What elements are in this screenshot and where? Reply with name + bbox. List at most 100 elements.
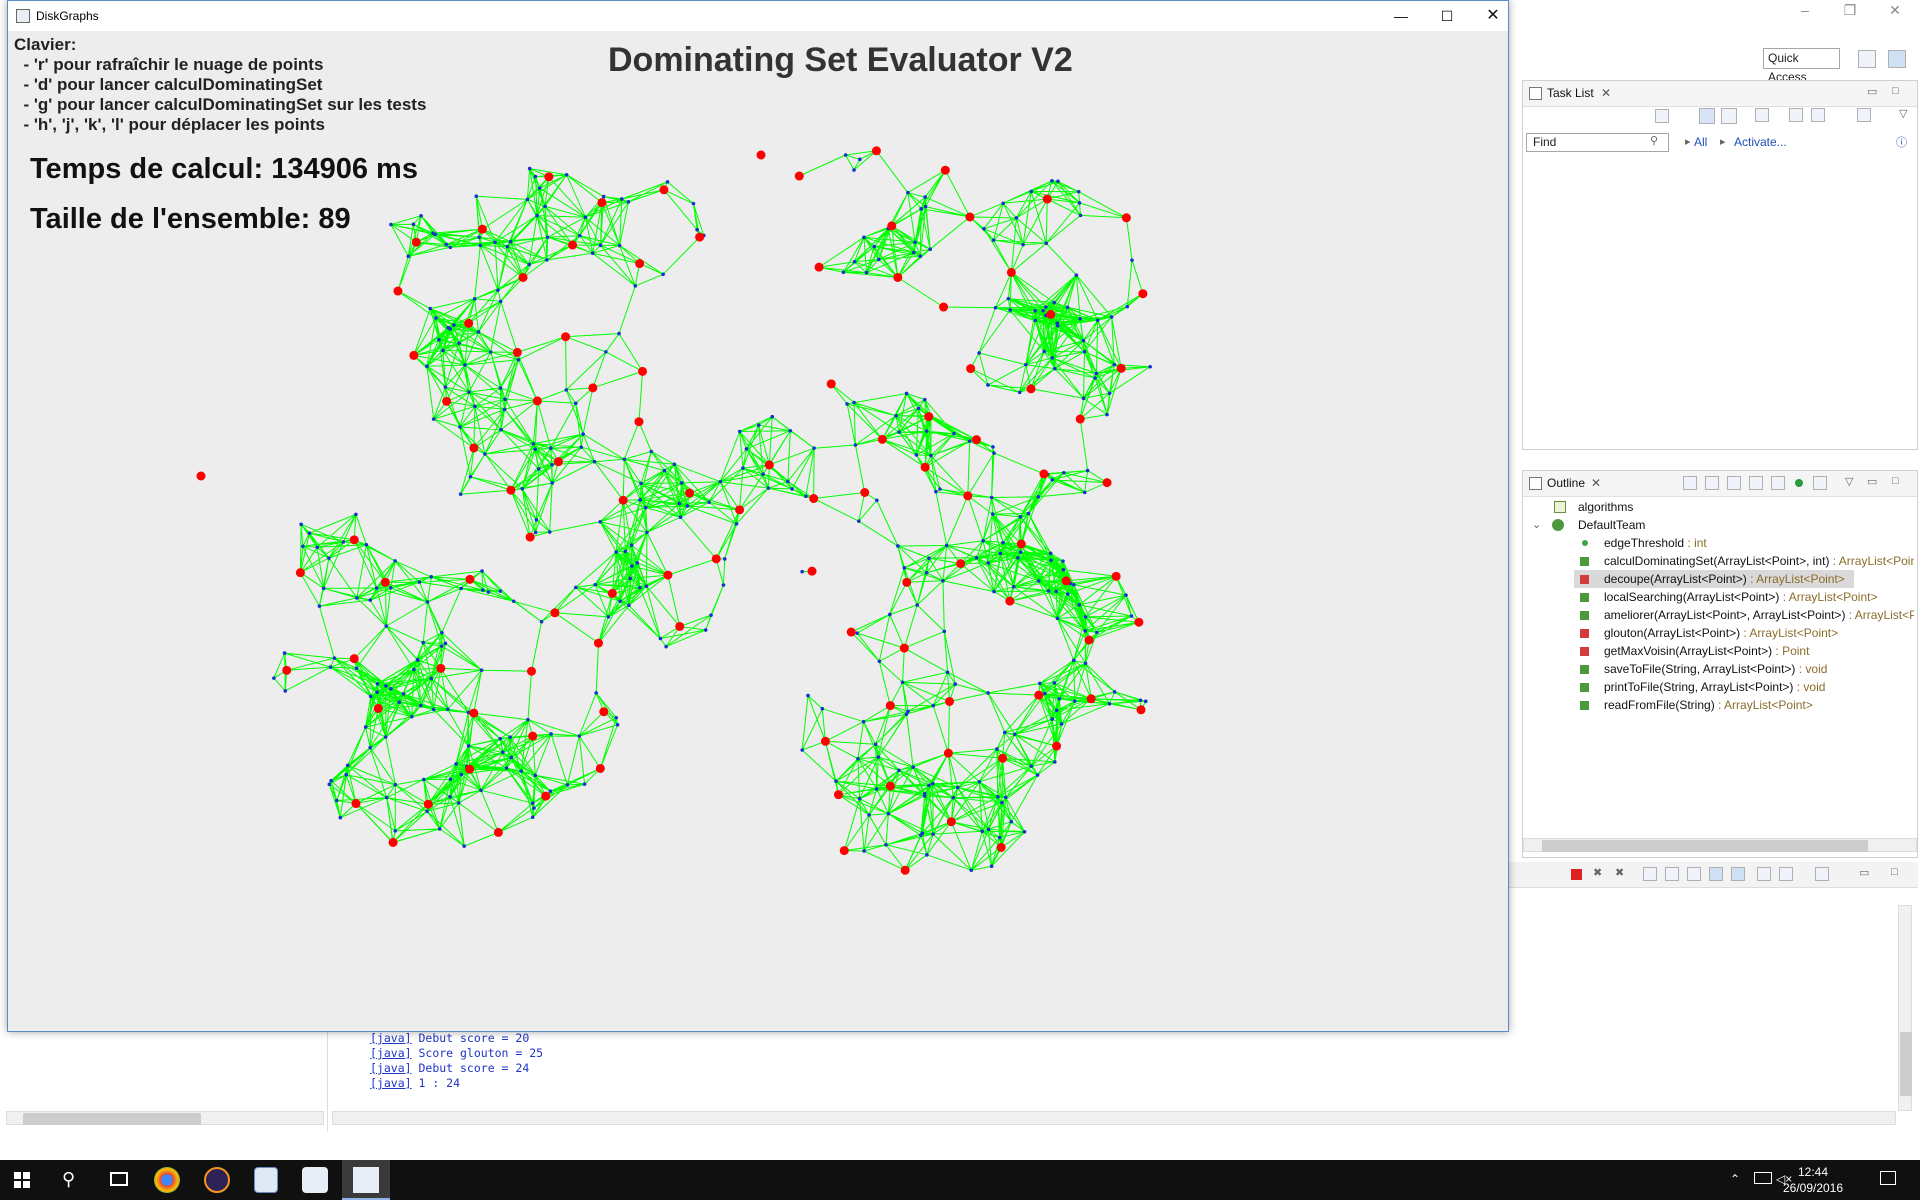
- collapse-icon[interactable]: [1705, 476, 1719, 490]
- network-icon[interactable]: [1754, 1172, 1772, 1184]
- remove-all-icon[interactable]: ✖: [1615, 867, 1625, 879]
- console-tag-link[interactable]: [java]: [370, 1046, 412, 1060]
- help-icon[interactable]: ⓘ: [1896, 137, 1907, 149]
- outline-member[interactable]: ameliorer(ArrayList<Point>, ArrayList<Po…: [1604, 606, 1914, 624]
- window-titlebar[interactable]: DiskGraphs — ☐ ✕: [8, 1, 1508, 31]
- clear-console-icon[interactable]: [1643, 867, 1657, 881]
- sort-icon[interactable]: [1683, 476, 1697, 490]
- outline-member[interactable]: getMaxVoisin(ArrayList<Point>) : Point: [1604, 642, 1914, 660]
- all-link[interactable]: All: [1694, 135, 1708, 149]
- terminate-icon[interactable]: [1571, 869, 1582, 880]
- console-vscrollbar[interactable]: [1898, 905, 1912, 1111]
- scroll-lock-icon[interactable]: [1665, 867, 1679, 881]
- view-menu-icon[interactable]: ▽: [1899, 108, 1908, 120]
- console-maximize-icon[interactable]: □: [1891, 866, 1898, 878]
- hide-fields-icon[interactable]: [1749, 476, 1763, 490]
- outline-close-icon[interactable]: ✕: [1591, 476, 1602, 490]
- sync-icon[interactable]: [1857, 108, 1871, 122]
- java-perspective-icon[interactable]: [1888, 50, 1906, 68]
- graph-node: [1046, 589, 1051, 593]
- search-icon[interactable]: ⚲: [62, 1169, 76, 1189]
- outline-maximize-icon[interactable]: □: [1892, 475, 1899, 487]
- graph-node: [812, 446, 816, 450]
- hide-local-types-icon[interactable]: [1813, 476, 1827, 490]
- volume-icon[interactable]: ◁×: [1776, 1172, 1793, 1186]
- outline-member[interactable]: saveToFile(String, ArrayList<Point>) : v…: [1604, 660, 1914, 678]
- graph-node: [527, 262, 531, 267]
- graph-node: [977, 351, 981, 355]
- chrome-icon[interactable]: [154, 1167, 180, 1193]
- display-console-icon[interactable]: [1779, 867, 1793, 881]
- eclipse-minimize-icon[interactable]: –: [1801, 2, 1809, 18]
- outline-member[interactable]: readFromFile(String) : ArrayList<Point>: [1604, 696, 1914, 714]
- task-list-tab[interactable]: Task List: [1547, 86, 1594, 100]
- eclipse-icon[interactable]: [204, 1167, 230, 1193]
- outline-member[interactable]: calculDominatingSet(ArrayList<Point>, in…: [1604, 552, 1914, 570]
- task-list-minimize-icon[interactable]: ▭: [1867, 86, 1878, 98]
- collapse-all-icon[interactable]: [1811, 108, 1825, 122]
- console-vscroll-thumb[interactable]: [1900, 1032, 1912, 1096]
- graph-node: [1003, 795, 1008, 800]
- notepad-icon[interactable]: [254, 1167, 278, 1193]
- windows-start-icon[interactable]: [14, 1172, 30, 1188]
- scheduled-icon[interactable]: [1721, 108, 1737, 124]
- console-tag-link[interactable]: [java]: [370, 1061, 412, 1075]
- open-perspective-icon[interactable]: [1858, 50, 1876, 68]
- maximize-button[interactable]: ☐: [1440, 8, 1454, 24]
- remove-launch-icon[interactable]: ✖: [1593, 867, 1603, 879]
- graph-canvas[interactable]: [8, 31, 1508, 1031]
- sort-alpha-icon[interactable]: [1727, 476, 1741, 490]
- outline-minimize-icon[interactable]: ▭: [1867, 476, 1878, 488]
- categorized-icon[interactable]: [1699, 108, 1715, 124]
- dominator-node: [877, 434, 887, 444]
- show-stderr-icon[interactable]: [1731, 867, 1745, 881]
- minimize-button[interactable]: —: [1394, 8, 1408, 24]
- graph-node: [1082, 349, 1087, 354]
- hide-static-icon[interactable]: [1771, 476, 1785, 490]
- graph-node: [1029, 764, 1034, 768]
- outline-hscrollbar[interactable]: [1523, 838, 1917, 852]
- task-list-close-icon[interactable]: ✕: [1601, 86, 1612, 100]
- outline-member-type: : ArrayList<Point>: [1714, 698, 1813, 712]
- console-tag-link[interactable]: [java]: [370, 1031, 412, 1045]
- hide-completed-icon[interactable]: [1789, 108, 1803, 122]
- notifications-icon[interactable]: [1880, 1171, 1896, 1185]
- show-stdout-icon[interactable]: [1709, 867, 1723, 881]
- tray-chevron-icon[interactable]: ⌃: [1730, 1172, 1741, 1186]
- outline-member[interactable]: glouton(ArrayList<Point>) : ArrayList<Po…: [1604, 624, 1914, 642]
- quick-access-field[interactable]: Quick Access: [1763, 48, 1840, 84]
- outline-member[interactable]: edgeThreshold : int: [1604, 534, 1914, 552]
- outline-menu-icon[interactable]: ▽: [1845, 476, 1854, 488]
- java-icon[interactable]: [302, 1167, 328, 1193]
- task-find-input[interactable]: Find: [1526, 133, 1669, 152]
- outline-tab[interactable]: Outline: [1547, 476, 1586, 490]
- outline-member[interactable]: localSearching(ArrayList<Point>) : Array…: [1604, 588, 1914, 606]
- explorer-hscrollbar[interactable]: [6, 1111, 324, 1125]
- hide-nonpublic-icon[interactable]: [1795, 479, 1803, 487]
- outline-package[interactable]: algorithms: [1578, 500, 1634, 514]
- console-tag-link[interactable]: [java]: [370, 1076, 412, 1090]
- open-console-icon[interactable]: [1815, 867, 1829, 881]
- java-active-task[interactable]: [342, 1160, 390, 1200]
- close-button[interactable]: ✕: [1486, 7, 1500, 24]
- task-list-maximize-icon[interactable]: □: [1892, 85, 1899, 97]
- outline-member[interactable]: printToFile(String, ArrayList<Point>) : …: [1604, 678, 1914, 696]
- taskbar-clock[interactable]: 12:44 26/09/2016: [1780, 1164, 1846, 1196]
- outline-member[interactable]: decoupe(ArrayList<Point>) : ArrayList<Po…: [1604, 570, 1914, 588]
- outline-class[interactable]: DefaultTeam: [1578, 518, 1646, 532]
- pin-console-icon[interactable]: [1757, 867, 1771, 881]
- word-wrap-icon[interactable]: [1687, 867, 1701, 881]
- focus-icon[interactable]: [1755, 108, 1769, 122]
- eclipse-restore-icon[interactable]: ❐: [1843, 2, 1857, 18]
- expand-chevron-icon[interactable]: ⌄: [1532, 519, 1542, 531]
- console-hscrollbar[interactable]: [332, 1111, 1896, 1125]
- new-task-icon[interactable]: [1655, 109, 1669, 123]
- graph-node: [991, 238, 996, 242]
- outline-hscroll-thumb[interactable]: [1542, 840, 1868, 852]
- explorer-hscroll-thumb[interactable]: [23, 1113, 201, 1125]
- task-view-icon[interactable]: [110, 1172, 128, 1186]
- eclipse-close-icon[interactable]: ✕: [1889, 2, 1901, 18]
- activate-link[interactable]: Activate...: [1734, 135, 1787, 149]
- graph-node: [467, 390, 471, 394]
- console-minimize-icon[interactable]: ▭: [1859, 867, 1870, 879]
